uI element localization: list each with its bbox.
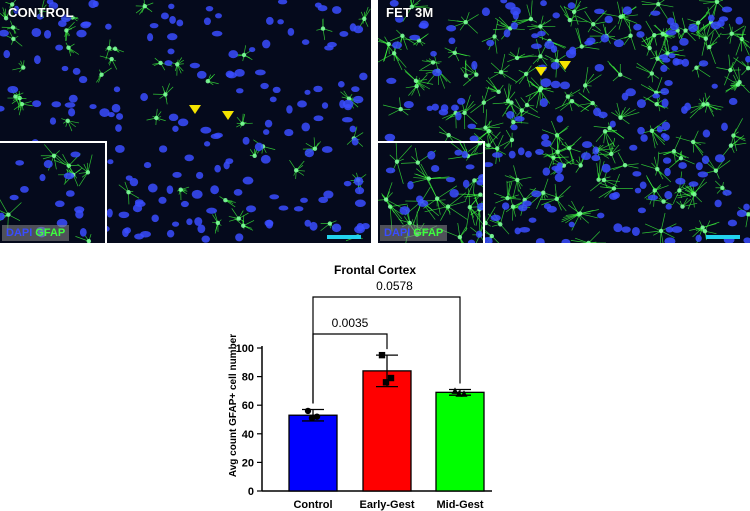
- data-point: [382, 379, 390, 386]
- dapi-nuclei: [0, 151, 87, 238]
- y-tick-label: 40: [242, 429, 254, 441]
- data-point: [387, 374, 395, 382]
- y-axis-label: Avg count GFAP+ cell number: [228, 334, 239, 477]
- data-point: [308, 414, 316, 422]
- y-tick-label: 20: [242, 457, 254, 469]
- panel-label-fet3m: FET 3M: [386, 5, 434, 20]
- data-point: [460, 390, 468, 397]
- gfap-label: GFAP: [413, 227, 444, 239]
- y-tick-label: 0: [248, 486, 254, 498]
- p-value-label: 0.0578: [376, 279, 413, 293]
- arrowhead-marker: [559, 61, 571, 70]
- inset-image: [0, 144, 93, 243]
- data-point: [304, 407, 312, 415]
- arrowhead-marker: [189, 105, 201, 114]
- bar-early-gest: [362, 370, 412, 492]
- data-point: [378, 351, 386, 359]
- scale-bar: [706, 235, 740, 239]
- y-tick-label: 80: [242, 372, 254, 384]
- dapi-label: DAPI: [384, 227, 411, 239]
- y-tick-label: 100: [236, 343, 254, 355]
- x-tick-label: Mid-Gest: [436, 499, 483, 511]
- bar-control: [288, 414, 338, 492]
- chart-title: Frontal Cortex: [334, 263, 416, 277]
- arrowhead-marker: [535, 67, 547, 76]
- data-point: [455, 390, 463, 397]
- micrograph-control: CONTROL DAPI GFAP: [0, 0, 371, 243]
- inset-control: DAPI GFAP: [0, 141, 107, 243]
- stain-legend: DAPI GFAP: [380, 225, 448, 241]
- scale-bar: [327, 235, 361, 239]
- gfap-fibers: [0, 0, 371, 242]
- bar-mid-gest: [435, 391, 485, 492]
- dapi-label: DAPI: [6, 227, 33, 239]
- dapi-nuclei: [384, 0, 750, 243]
- y-tick-label: 60: [242, 400, 254, 412]
- inset-image: [378, 143, 483, 243]
- gfap-label: GFAP: [35, 227, 66, 239]
- inset-fet3m: DAPI GFAP: [378, 141, 485, 243]
- p-value-label: 0.0035: [332, 316, 369, 330]
- micrograph-fet3m: FET 3M DAPI GFAP: [378, 0, 750, 243]
- arrowhead-marker: [222, 111, 234, 120]
- significance-bracket: [312, 296, 461, 404]
- x-tick-label: Control: [293, 499, 332, 511]
- data-point: [313, 413, 321, 420]
- stain-legend: DAPI GFAP: [2, 225, 70, 241]
- x-tick-label: Early-Gest: [359, 499, 414, 511]
- dapi-nuclei: [385, 149, 483, 243]
- panel-label-control: CONTROL: [8, 5, 74, 20]
- data-point: [451, 387, 459, 394]
